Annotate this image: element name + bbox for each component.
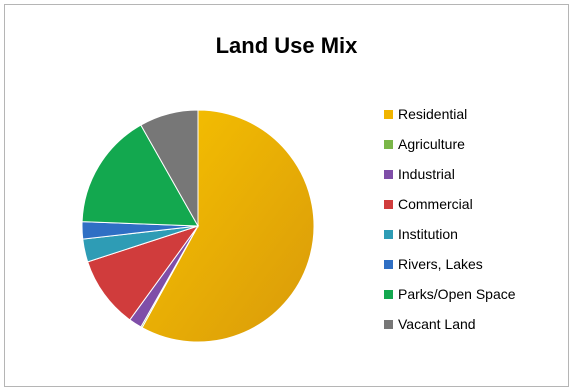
legend-swatch <box>384 229 393 239</box>
legend-item: Institution <box>384 219 516 249</box>
legend-item: Industrial <box>384 159 516 189</box>
legend-item: Parks/Open Space <box>384 279 516 309</box>
legend-label: Parks/Open Space <box>398 286 516 302</box>
legend-label: Industrial <box>398 166 455 182</box>
legend-item: Commercial <box>384 189 516 219</box>
legend-label: Rivers, Lakes <box>398 256 483 272</box>
chart-title: Land Use Mix <box>215 33 358 58</box>
pie-slice-residential <box>141 109 315 343</box>
legend-swatch <box>384 169 393 179</box>
legend-label: Institution <box>398 226 458 242</box>
legend-swatch <box>384 319 393 329</box>
pie-slice-vacant-land <box>140 109 199 228</box>
pie-slice-parks-open-space <box>81 124 199 227</box>
legend-label: Residential <box>398 106 468 122</box>
chart-legend: Residential Agriculture Industrial Commerci… <box>384 99 516 339</box>
legend-item: Residential <box>384 99 516 129</box>
legend-swatch <box>384 289 393 299</box>
legend-label: Commercial <box>398 196 473 212</box>
legend-item: Rivers, Lakes <box>384 249 516 279</box>
legend-swatch <box>384 109 393 119</box>
legend-label: Agriculture <box>398 136 465 152</box>
legend-label: Vacant Land <box>398 316 476 332</box>
legend-swatch <box>384 199 393 209</box>
pie-slice-commercial <box>87 225 200 321</box>
legend-item: Agriculture <box>384 129 516 159</box>
legend-swatch <box>384 139 393 149</box>
legend-swatch <box>384 259 393 269</box>
legend-item: Vacant Land <box>384 309 516 339</box>
